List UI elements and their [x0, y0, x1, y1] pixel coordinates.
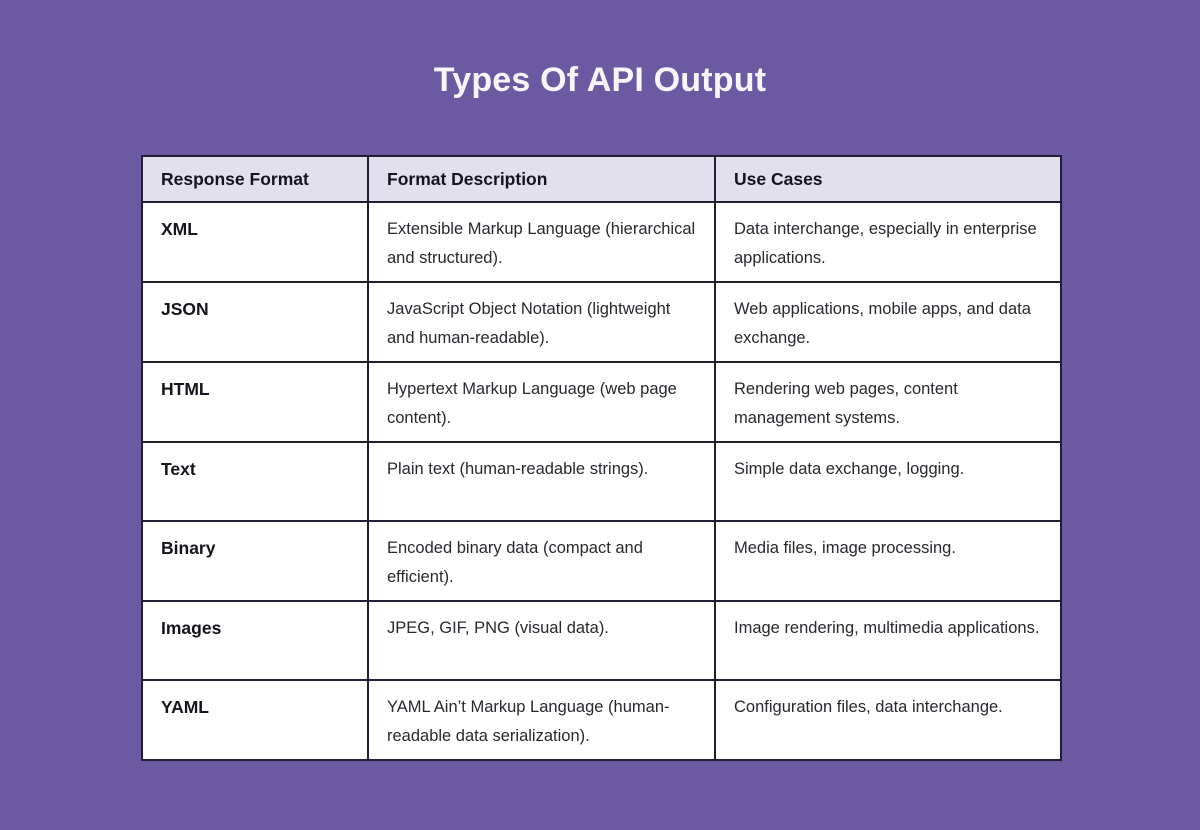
cell-response-format: Text	[141, 441, 369, 522]
table-body: XML Extensible Markup Language (hierarch…	[141, 201, 1062, 761]
column-header-use-cases: Use Cases	[714, 155, 1062, 203]
cell-format-description: Extensible Markup Language (hierarchical…	[367, 201, 716, 283]
table-row: Images JPEG, GIF, PNG (visual data). Ima…	[141, 600, 1062, 681]
table-row: HTML Hypertext Markup Language (web page…	[141, 361, 1062, 443]
cell-response-format: YAML	[141, 679, 369, 761]
cell-format-description: JavaScript Object Notation (lightweight …	[367, 281, 716, 363]
cell-use-cases: Rendering web pages, content management …	[714, 361, 1062, 443]
table-row: Binary Encoded binary data (compact and …	[141, 520, 1062, 602]
table-row: YAML YAML Ain’t Markup Language (human-r…	[141, 679, 1062, 761]
cell-format-description: Plain text (human-readable strings).	[367, 441, 716, 522]
column-header-format-description: Format Description	[367, 155, 716, 203]
table-header: Response Format Format Description Use C…	[141, 155, 1062, 203]
cell-use-cases: Image rendering, multimedia applications…	[714, 600, 1062, 681]
table-row: Text Plain text (human-readable strings)…	[141, 441, 1062, 522]
column-header-response-format: Response Format	[141, 155, 369, 203]
cell-use-cases: Simple data exchange, logging.	[714, 441, 1062, 522]
table-header-row: Response Format Format Description Use C…	[141, 155, 1062, 203]
cell-format-description: YAML Ain’t Markup Language (human-readab…	[367, 679, 716, 761]
table-row: XML Extensible Markup Language (hierarch…	[141, 201, 1062, 283]
cell-response-format: XML	[141, 201, 369, 283]
cell-use-cases: Web applications, mobile apps, and data …	[714, 281, 1062, 363]
cell-format-description: Hypertext Markup Language (web page cont…	[367, 361, 716, 443]
cell-response-format: HTML	[141, 361, 369, 443]
cell-format-description: JPEG, GIF, PNG (visual data).	[367, 600, 716, 681]
cell-use-cases: Media files, image processing.	[714, 520, 1062, 602]
cell-use-cases: Configuration files, data interchange.	[714, 679, 1062, 761]
cell-use-cases: Data interchange, especially in enterpri…	[714, 201, 1062, 283]
cell-response-format: JSON	[141, 281, 369, 363]
cell-response-format: Images	[141, 600, 369, 681]
cell-format-description: Encoded binary data (compact and efficie…	[367, 520, 716, 602]
table-row: JSON JavaScript Object Notation (lightwe…	[141, 281, 1062, 363]
api-output-table: Response Format Format Description Use C…	[141, 155, 1062, 761]
page-title: Types Of API Output	[433, 61, 767, 99]
cell-response-format: Binary	[141, 520, 369, 602]
